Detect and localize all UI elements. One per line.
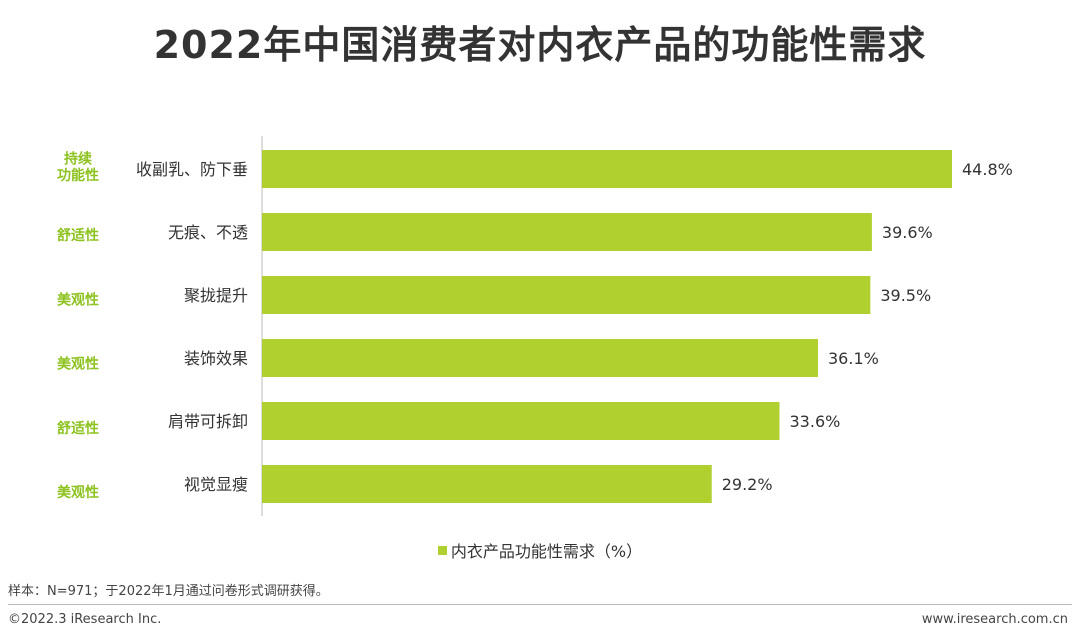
group-label-line: 功能性 (57, 167, 99, 184)
footnote: 样本：N=971；于2022年1月通过问卷形式调研获得。 (8, 584, 329, 599)
bar (262, 402, 780, 440)
bar (262, 465, 712, 503)
bar (262, 276, 871, 314)
group-label: 持续功能性 (57, 150, 99, 184)
legend: 内衣产品功能性需求（%） (0, 538, 1080, 562)
group-label-line: 持续 (64, 150, 92, 167)
data-label: 29.2% (722, 475, 773, 494)
category-label: 肩带可拆卸 (168, 412, 248, 431)
category-label: 聚拢提升 (184, 286, 248, 305)
category-label: 无痕、不透 (168, 223, 248, 242)
data-label: 39.6% (882, 223, 933, 242)
website-link[interactable]: www.iresearch.com.cn (921, 612, 1068, 627)
chart-title: 2022年中国消费者对内衣产品的功能性需求 (153, 23, 927, 67)
footer-divider (8, 604, 1072, 605)
category-label: 收副乳、防下垂 (136, 160, 248, 179)
bar (262, 150, 952, 188)
copyright: ©2022.3 iResearch Inc. (8, 612, 162, 627)
group-label: 美观性 (57, 291, 99, 308)
group-label: 美观性 (57, 356, 99, 373)
group-label: 舒适性 (57, 420, 99, 437)
bar (262, 213, 872, 251)
data-label: 36.1% (828, 349, 879, 368)
bar (262, 339, 819, 377)
data-label: 33.6% (790, 412, 841, 431)
legend-swatch (437, 546, 447, 555)
data-label: 39.5% (880, 286, 931, 305)
group-label: 舒适性 (57, 227, 99, 244)
category-label: 装饰效果 (184, 349, 248, 368)
legend-label: 内衣产品功能性需求（%） (450, 542, 643, 561)
data-label: 44.8% (962, 160, 1013, 179)
category-label: 视觉显瘦 (184, 475, 248, 494)
group-label: 美观性 (57, 484, 99, 501)
